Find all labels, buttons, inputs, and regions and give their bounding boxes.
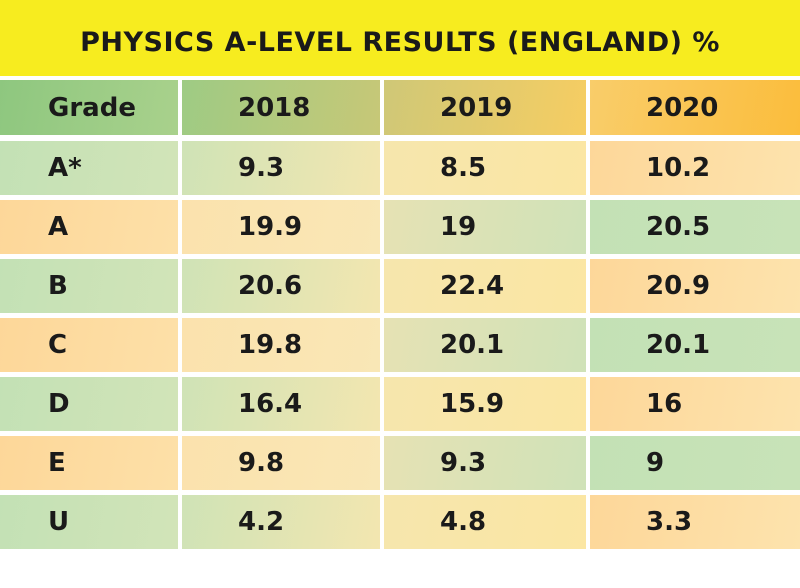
value-cell: 20.5 (590, 200, 800, 254)
value-cell: 15.9 (384, 377, 586, 431)
value-cell: 20.9 (590, 259, 800, 313)
value-cell: 3.3 (590, 495, 800, 549)
value-cell: 4.8 (384, 495, 586, 549)
grade-cell-C: C (0, 318, 178, 372)
value-cell: 9 (590, 436, 800, 490)
value-cell: 4.2 (182, 495, 380, 549)
value-cell: 19.9 (182, 200, 380, 254)
grade-cell-A: A (0, 200, 178, 254)
value-cell: 20.6 (182, 259, 380, 313)
value-cell: 19 (384, 200, 586, 254)
value-cell: 9.8 (182, 436, 380, 490)
grade-cell-B: B (0, 259, 178, 313)
header-cell-2020: 2020 (590, 80, 800, 135)
value-cell: 8.5 (384, 141, 586, 195)
value-cell: 10.2 (590, 141, 800, 195)
value-cell: 9.3 (182, 141, 380, 195)
header-cell-grade: Grade (0, 80, 178, 135)
header-cell-2019: 2019 (384, 80, 586, 135)
grade-cell-U: U (0, 495, 178, 549)
value-cell: 20.1 (384, 318, 586, 372)
header-cell-2018: 2018 (182, 80, 380, 135)
value-cell: 20.1 (590, 318, 800, 372)
table-title: PHYSICS A-LEVEL RESULTS (ENGLAND) % (80, 26, 720, 58)
value-cell: 9.3 (384, 436, 586, 490)
grade-cell-D: D (0, 377, 178, 431)
value-cell: 16 (590, 377, 800, 431)
grade-cell-A-star: A* (0, 141, 178, 195)
grade-cell-E: E (0, 436, 178, 490)
title-bar: PHYSICS A-LEVEL RESULTS (ENGLAND) % (0, 0, 800, 76)
value-cell: 16.4 (182, 377, 380, 431)
value-cell: 22.4 (384, 259, 586, 313)
value-cell: 19.8 (182, 318, 380, 372)
